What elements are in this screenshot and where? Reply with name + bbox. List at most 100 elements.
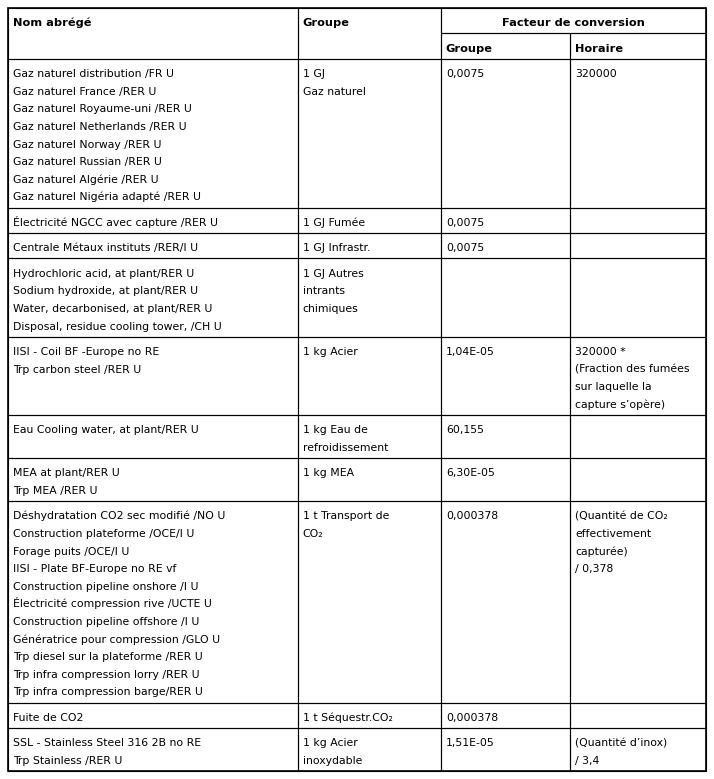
Text: Facteur de conversion: Facteur de conversion: [502, 19, 645, 28]
Text: Water, decarbonised, at plant/RER U: Water, decarbonised, at plant/RER U: [13, 304, 212, 314]
Text: Gaz naturel Nigéria adapté /RER U: Gaz naturel Nigéria adapté /RER U: [13, 192, 201, 203]
Text: sur laquelle la: sur laquelle la: [575, 382, 651, 393]
Bar: [441, 59, 570, 207]
Text: Construction pipeline onshore /I U: Construction pipeline onshore /I U: [13, 582, 198, 592]
Bar: [8, 501, 298, 703]
Text: 1 t Séquestr.CO₂: 1 t Séquestr.CO₂: [303, 712, 393, 723]
Text: 1,04E-05: 1,04E-05: [446, 347, 495, 357]
Text: Disposal, residue cooling tower, /CH U: Disposal, residue cooling tower, /CH U: [13, 322, 222, 332]
Bar: [441, 728, 570, 771]
Text: 320000 *: 320000 *: [575, 347, 625, 357]
Text: Déshydratation CO2 sec modifié /NO U: Déshydratation CO2 sec modifié /NO U: [13, 511, 226, 521]
Text: Trp infra compression lorry /RER U: Trp infra compression lorry /RER U: [13, 670, 200, 680]
Text: CO₂: CO₂: [303, 529, 323, 539]
Bar: [8, 59, 298, 207]
Text: Hydrochloric acid, at plant/RER U: Hydrochloric acid, at plant/RER U: [13, 269, 194, 279]
Text: chimiques: chimiques: [303, 304, 358, 314]
Text: MEA at plant/RER U: MEA at plant/RER U: [13, 468, 120, 478]
Bar: [570, 415, 706, 458]
Bar: [298, 259, 441, 337]
Text: Nom abrégé: Nom abrégé: [13, 18, 91, 28]
Text: 1 GJ Infrastr.: 1 GJ Infrastr.: [303, 243, 370, 253]
Text: Eau Cooling water, at plant/RER U: Eau Cooling water, at plant/RER U: [13, 425, 198, 435]
Text: Trp infra compression barge/RER U: Trp infra compression barge/RER U: [13, 687, 203, 697]
Text: Gaz naturel Netherlands /RER U: Gaz naturel Netherlands /RER U: [13, 122, 186, 132]
Text: 0,000378: 0,000378: [446, 713, 498, 723]
Bar: [298, 233, 441, 259]
Text: refroidissement: refroidissement: [303, 443, 388, 453]
Text: intrants: intrants: [303, 287, 345, 296]
Text: Sodium hydroxide, at plant/RER U: Sodium hydroxide, at plant/RER U: [13, 287, 198, 296]
Bar: [570, 501, 706, 703]
Bar: [298, 458, 441, 501]
Bar: [441, 33, 570, 59]
Text: Groupe: Groupe: [446, 44, 493, 54]
Bar: [298, 337, 441, 415]
Bar: [570, 337, 706, 415]
Text: 60,155: 60,155: [446, 425, 484, 435]
Bar: [441, 233, 570, 259]
Text: Fuite de CO2: Fuite de CO2: [13, 713, 84, 723]
Text: Gaz naturel France /RER U: Gaz naturel France /RER U: [13, 86, 156, 97]
Text: inoxydable: inoxydable: [303, 756, 362, 766]
Text: Construction pipeline offshore /I U: Construction pipeline offshore /I U: [13, 617, 199, 627]
Bar: [441, 337, 570, 415]
Bar: [570, 207, 706, 233]
Text: 1 GJ: 1 GJ: [303, 69, 325, 79]
Text: Génératrice pour compression /GLO U: Génératrice pour compression /GLO U: [13, 634, 220, 644]
Text: Électricité compression rive /UCTE U: Électricité compression rive /UCTE U: [13, 597, 212, 609]
Text: SSL - Stainless Steel 316 2B no RE: SSL - Stainless Steel 316 2B no RE: [13, 738, 201, 749]
Text: / 3,4: / 3,4: [575, 756, 599, 766]
Bar: [8, 259, 298, 337]
Text: Groupe: Groupe: [303, 19, 350, 28]
Text: Trp carbon steel /RER U: Trp carbon steel /RER U: [13, 365, 141, 375]
Text: 1,51E-05: 1,51E-05: [446, 738, 495, 749]
Bar: [570, 703, 706, 728]
Text: Trp MEA /RER U: Trp MEA /RER U: [13, 486, 98, 496]
Text: (Fraction des fumées: (Fraction des fumées: [575, 365, 690, 375]
Text: Horaire: Horaire: [575, 44, 623, 54]
Bar: [441, 415, 570, 458]
Bar: [8, 233, 298, 259]
Text: IISI - Plate BF-Europe no RE vf: IISI - Plate BF-Europe no RE vf: [13, 564, 176, 574]
Bar: [298, 59, 441, 207]
Text: / 0,378: / 0,378: [575, 564, 613, 574]
Bar: [298, 703, 441, 728]
Bar: [441, 703, 570, 728]
Bar: [8, 458, 298, 501]
Bar: [298, 728, 441, 771]
Bar: [8, 8, 298, 59]
Text: Centrale Métaux instituts /RER/I U: Centrale Métaux instituts /RER/I U: [13, 243, 198, 253]
Text: Gaz naturel Algérie /RER U: Gaz naturel Algérie /RER U: [13, 174, 159, 185]
Bar: [570, 259, 706, 337]
Bar: [8, 337, 298, 415]
Bar: [298, 501, 441, 703]
Text: Construction plateforme /OCE/I U: Construction plateforme /OCE/I U: [13, 529, 194, 539]
Bar: [298, 8, 441, 59]
Text: 0,0075: 0,0075: [446, 243, 484, 253]
Text: 1 kg Eau de: 1 kg Eau de: [303, 425, 368, 435]
Text: Gaz naturel Royaume-uni /RER U: Gaz naturel Royaume-uni /RER U: [13, 104, 192, 115]
Bar: [441, 501, 570, 703]
Bar: [441, 458, 570, 501]
Text: 1 kg Acier: 1 kg Acier: [303, 347, 358, 357]
Text: 1 t Transport de: 1 t Transport de: [303, 511, 389, 521]
Bar: [8, 703, 298, 728]
Text: Gaz naturel: Gaz naturel: [303, 86, 366, 97]
Bar: [570, 33, 706, 59]
Text: IISI - Coil BF -Europe no RE: IISI - Coil BF -Europe no RE: [13, 347, 159, 357]
Text: 1 GJ Fumée: 1 GJ Fumée: [303, 217, 365, 228]
Text: Trp Stainless /RER U: Trp Stainless /RER U: [13, 756, 122, 766]
Text: capture s’opère): capture s’opère): [575, 400, 665, 410]
Bar: [8, 207, 298, 233]
Bar: [298, 415, 441, 458]
Text: 0,0075: 0,0075: [446, 218, 484, 228]
Text: (Quantité de CO₂: (Quantité de CO₂: [575, 511, 668, 521]
Bar: [441, 207, 570, 233]
Text: capturée): capturée): [575, 546, 628, 556]
Bar: [8, 415, 298, 458]
Text: 1 kg MEA: 1 kg MEA: [303, 468, 354, 478]
Bar: [441, 259, 570, 337]
Bar: [570, 458, 706, 501]
Bar: [570, 59, 706, 207]
